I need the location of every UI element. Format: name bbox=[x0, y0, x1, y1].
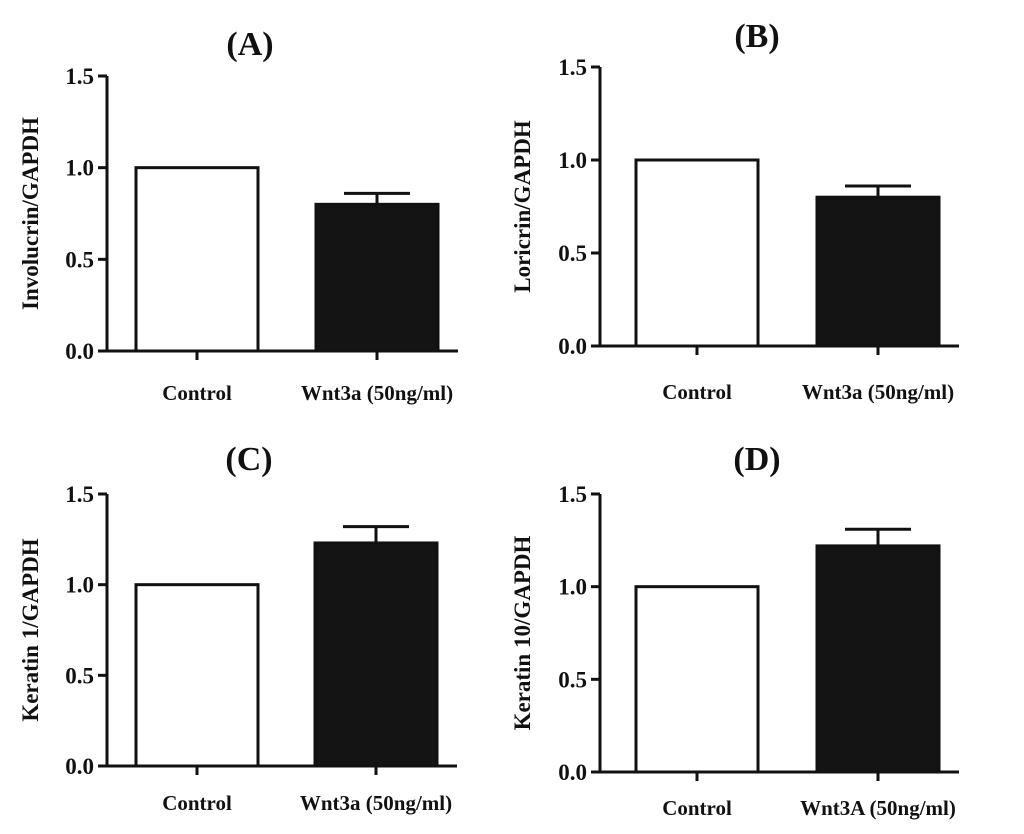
chart-panel-a: (A) Involucrin/GAPDH 0.0 0.5 1.0 1.5 Control Wn… bbox=[18, 26, 458, 405]
bar-treatment bbox=[815, 544, 941, 774]
bar-control bbox=[634, 158, 760, 348]
chart-title: (C) bbox=[225, 441, 272, 478]
bar-treatment bbox=[815, 195, 941, 348]
x-tick-label: Control bbox=[162, 381, 232, 405]
y-tick-label: 0.5 bbox=[558, 667, 587, 692]
y-axis-label: Keratin 1/GAPDH bbox=[18, 538, 43, 721]
y-tick-label: 1.5 bbox=[558, 482, 587, 507]
chart-title: (A) bbox=[226, 26, 273, 63]
y-tick-label: 0.0 bbox=[558, 760, 587, 785]
chart-panel-d: (D) Keratin 10/GAPDH 0.0 0.5 1.0 1.5 Control Wn… bbox=[510, 441, 959, 820]
x-tick-label: Wnt3a (50ng/ml) bbox=[300, 791, 452, 815]
y-axis-label: Involucrin/GAPDH bbox=[18, 117, 43, 310]
bar-control bbox=[634, 585, 760, 774]
y-tick-label: 0.0 bbox=[65, 754, 94, 779]
bar-control bbox=[134, 583, 260, 768]
y-tick-label: 1.5 bbox=[558, 55, 587, 80]
bar-treatment bbox=[313, 541, 439, 768]
bar-control bbox=[134, 166, 260, 353]
chart-title: (D) bbox=[733, 441, 780, 478]
y-tick-label: 1.5 bbox=[65, 64, 94, 89]
x-tick-label: Wnt3A (50ng/ml) bbox=[800, 796, 956, 820]
y-tick-label: 1.0 bbox=[65, 156, 94, 181]
x-tick-label: Control bbox=[162, 791, 232, 815]
y-tick-label: 1.0 bbox=[558, 575, 587, 600]
x-tick-label: Wnt3a (50ng/ml) bbox=[802, 380, 954, 404]
chart-title: (B) bbox=[734, 18, 779, 55]
x-tick-label: Control bbox=[662, 380, 732, 404]
bar-treatment bbox=[314, 202, 440, 353]
y-axis-label: Keratin 10/GAPDH bbox=[510, 535, 535, 730]
chart-panel-b: (B) Loricrin/GAPDH 0.0 0.5 1.0 1.5 Control Wnt3… bbox=[510, 18, 959, 404]
x-tick-label: Control bbox=[662, 796, 732, 820]
y-tick-label: 0.5 bbox=[65, 247, 94, 272]
y-tick-label: 0.5 bbox=[65, 663, 94, 688]
y-tick-label: 1.5 bbox=[65, 482, 94, 507]
y-tick-label: 1.0 bbox=[558, 148, 587, 173]
chart-panel-c: (C) Keratin 1/GAPDH 0.0 0.5 1.0 1.5 Control Wnt… bbox=[18, 441, 457, 815]
y-tick-label: 0.0 bbox=[558, 334, 587, 359]
y-tick-label: 0.0 bbox=[65, 339, 94, 364]
y-tick-label: 0.5 bbox=[558, 241, 587, 266]
x-tick-label: Wnt3a (50ng/ml) bbox=[301, 381, 453, 405]
y-axis-label: Loricrin/GAPDH bbox=[510, 120, 535, 293]
y-tick-label: 1.0 bbox=[65, 573, 94, 598]
